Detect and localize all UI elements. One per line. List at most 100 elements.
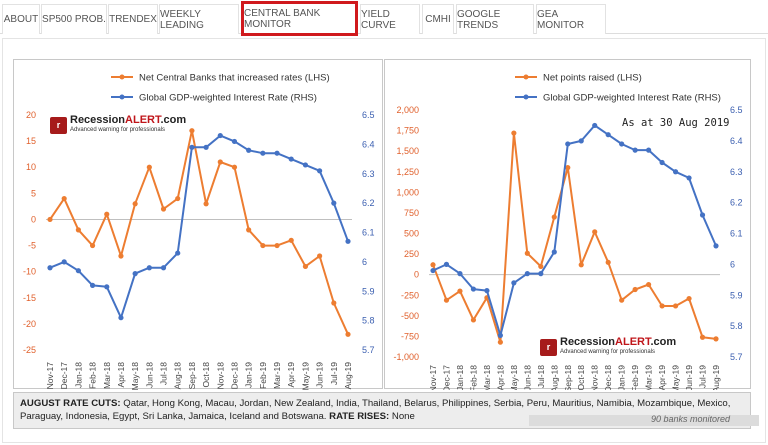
data-point: [89, 282, 96, 288]
y-right-tick-label: 6.4: [730, 136, 743, 146]
x-tick-label: Jul-18: [536, 365, 546, 388]
y-right-tick-label: 6.1: [730, 229, 743, 239]
data-point: [592, 122, 598, 129]
logo-suffix: ALERT: [125, 114, 161, 126]
y-right-tick-label: 6.3: [730, 167, 743, 177]
data-point: [672, 303, 679, 309]
logo-prefix: Recession: [70, 114, 126, 126]
data-point: [302, 263, 309, 270]
data-point: [686, 175, 692, 181]
tab-central-bank-monitor[interactable]: CENTRAL BANK MONITOR: [241, 1, 358, 36]
y-left-tick-label: -20: [23, 319, 36, 329]
data-point: [288, 156, 294, 162]
series-line-rhs: [49, 134, 349, 319]
tab-about[interactable]: ABOUT: [2, 4, 40, 34]
data-point: [331, 200, 337, 206]
data-point: [484, 288, 490, 294]
right-chart: -1,000 -750 -500 -250 0 250 500 750 1,000 1,250 1,…: [384, 59, 751, 391]
x-tick-label: Jan-19: [244, 362, 254, 388]
data-point: [457, 271, 463, 277]
data-point: [317, 168, 323, 174]
tab-cmhi[interactable]: CMHI: [422, 4, 454, 34]
data-point: [457, 288, 463, 294]
data-point: [274, 150, 280, 156]
data-point: [146, 164, 152, 170]
tab-sp500-prob[interactable]: SP500 PROB.: [41, 4, 107, 34]
x-tick-label: Dec-18: [229, 362, 239, 390]
logo-name: RecessionALERT.com: [560, 336, 676, 348]
x-tick-label: May-19: [671, 365, 681, 390]
data-point: [118, 315, 124, 321]
data-point: [511, 130, 517, 136]
x-tick-label: Feb-18: [468, 365, 478, 390]
legend-swatch-marker: [119, 74, 125, 80]
x-tick-label: Apr-18: [495, 365, 505, 390]
data-point: [659, 159, 665, 166]
data-point: [104, 284, 110, 290]
tab-weekly-leading[interactable]: WEEKLY LEADING: [159, 4, 239, 34]
left-chart-svg: -25 -20 -15 -10 -5 0 5 10 15 20 5.7 5.8 5.9 6 6.1 6.2 6.…: [23, 73, 375, 391]
x-tick-label: Apr-19: [286, 362, 296, 388]
legend-label: Net points raised (LHS): [543, 73, 642, 84]
y-left-tick-label: -1,000: [393, 352, 419, 362]
data-point: [104, 211, 110, 217]
data-point: [524, 250, 530, 256]
y-right-tick-label: 6.4: [362, 139, 375, 149]
data-point: [565, 165, 571, 171]
data-point: [203, 144, 209, 150]
y-left-tick-label: 1,500: [396, 146, 419, 156]
data-point: [302, 162, 309, 168]
data-point: [470, 286, 477, 292]
x-tick-label: Jan-19: [617, 365, 627, 390]
data-point: [565, 141, 571, 147]
y-left-tick-label: 5: [31, 188, 36, 198]
data-point: [260, 242, 266, 249]
x-tick-label: Dec-17: [441, 365, 451, 390]
logo-badge-icon: r: [50, 116, 67, 134]
y-left-tick-label: 1,250: [396, 167, 419, 177]
data-point: [605, 259, 611, 265]
y-right-tick-label: 5.8: [362, 316, 375, 326]
y-right-tick-label: 6: [362, 257, 367, 267]
data-point: [47, 265, 53, 271]
data-point: [592, 229, 598, 235]
data-point: [345, 238, 351, 244]
logo-tagline: Advanced warning for professionals: [70, 127, 166, 133]
data-point: [430, 262, 436, 268]
data-point: [75, 268, 81, 274]
logo-name: RecessionALERT.com: [70, 114, 186, 126]
tab-trendex[interactable]: TRENDEX: [108, 4, 158, 34]
x-tick-label: Dec-18: [603, 365, 613, 390]
data-point: [538, 271, 544, 277]
data-point: [619, 141, 625, 147]
x-tick-label: Oct-18: [576, 365, 586, 390]
x-tick-label: Apr-19: [657, 365, 667, 390]
right-chart-svg: -1,000 -750 -500 -250 0 250 500 750 1,000 1,250 1,…: [393, 73, 743, 391]
x-tick-label: May-19: [300, 362, 310, 390]
data-point: [345, 331, 351, 337]
legend-label: Net Central Banks that increased rates (…: [139, 73, 330, 84]
x-tick-label: Jul-18: [159, 362, 169, 385]
x-tick-label: Jun-19: [684, 365, 694, 390]
y-left-tick-label: -750: [401, 331, 419, 341]
data-point: [443, 261, 450, 267]
data-point: [632, 286, 638, 293]
tab-yield-curve[interactable]: YIELD CURVE: [360, 4, 420, 34]
data-point: [331, 300, 337, 306]
data-point: [118, 253, 124, 259]
data-point: [75, 227, 81, 233]
y-left-tick-label: 500: [404, 229, 419, 239]
data-point: [430, 267, 436, 274]
data-point: [146, 265, 152, 271]
logo-suffix: ALERT: [615, 336, 651, 348]
tab-google-trends[interactable]: GOOGLE TRENDS: [456, 4, 534, 34]
data-point: [524, 271, 530, 277]
data-point: [632, 147, 638, 153]
y-right-tick-label: 6.5: [362, 110, 375, 120]
y-right-tick-label: 5.7: [362, 345, 375, 355]
data-point: [132, 201, 138, 207]
data-point: [699, 334, 706, 340]
y-left-tick-label: 2,000: [396, 105, 419, 115]
tab-gea-monitor[interactable]: GEA MONITOR: [536, 4, 606, 34]
series-line-lhs: [432, 132, 717, 344]
